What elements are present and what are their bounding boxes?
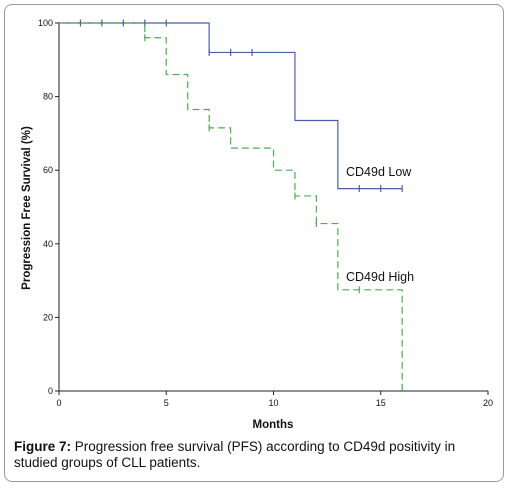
caption-label: Figure 7: bbox=[14, 439, 72, 454]
x-tick-label: 20 bbox=[483, 398, 493, 408]
series-high bbox=[59, 22, 403, 391]
y-tick-label: 40 bbox=[43, 239, 53, 249]
x-axis-label: Months bbox=[253, 419, 294, 431]
series-label-low: CD49d Low bbox=[346, 165, 412, 179]
survival-chart: 0 5 10 15 20 0 20 40 60 80 100 CD49d Low CD49d Hi… bbox=[21, 18, 493, 431]
figure-caption: Figure 7: Progression free survival (PFS… bbox=[14, 439, 494, 471]
x-tick-label: 0 bbox=[56, 398, 61, 408]
y-axis-label: Progression Free Survival (%) bbox=[21, 126, 33, 290]
y-tick-label: 20 bbox=[43, 312, 53, 322]
series-low bbox=[59, 19, 403, 193]
x-tick-label: 15 bbox=[376, 398, 386, 408]
series-label-high: CD49d High bbox=[346, 270, 414, 284]
survival-curve bbox=[59, 22, 403, 190]
y-tick-label: 0 bbox=[48, 386, 53, 396]
y-tick-label: 100 bbox=[38, 18, 53, 28]
survival-curves bbox=[59, 19, 403, 391]
x-ticks: 0 5 10 15 20 bbox=[56, 391, 493, 408]
caption-text: Progression free survival (PFS) accordin… bbox=[14, 439, 456, 470]
y-tick-label: 60 bbox=[43, 165, 53, 175]
chart-axes: 0 5 10 15 20 0 20 40 60 80 100 bbox=[38, 18, 493, 408]
y-tick-label: 80 bbox=[43, 92, 53, 102]
x-tick-label: 5 bbox=[164, 398, 169, 408]
survival-curve bbox=[59, 22, 403, 391]
x-tick-label: 10 bbox=[268, 398, 278, 408]
y-ticks: 0 20 40 60 80 100 bbox=[38, 18, 59, 396]
figure-frame bbox=[4, 4, 504, 482]
